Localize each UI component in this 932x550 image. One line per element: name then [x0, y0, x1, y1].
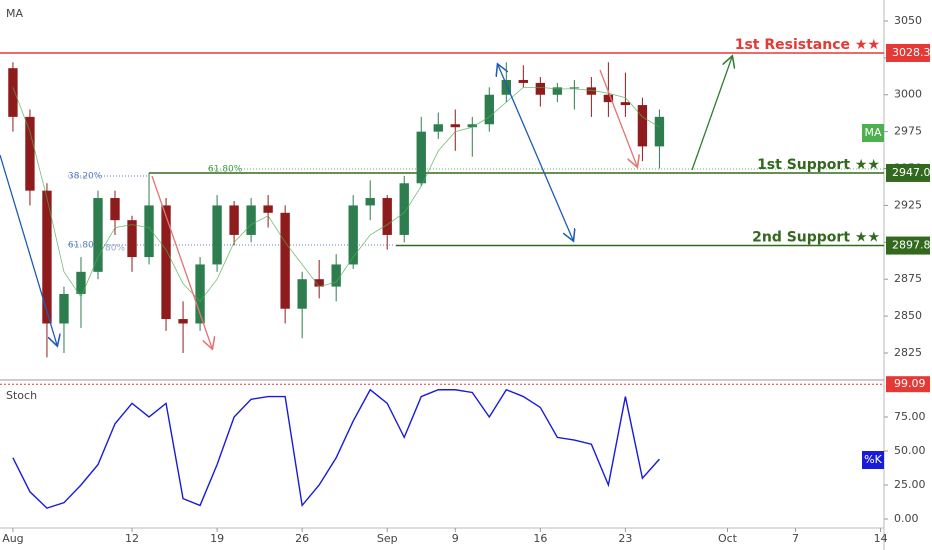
candle-body: [518, 79, 529, 83]
candle-body: [280, 212, 290, 309]
candle-body: [348, 205, 358, 265]
stoch-level-label: 99.09: [894, 377, 926, 390]
candle-body: [586, 87, 597, 95]
arrow: [599, 69, 637, 166]
y-tick-label: 3050: [894, 14, 922, 27]
stoch-tick-label: 50.00: [894, 444, 926, 457]
candle-body: [42, 190, 52, 324]
candle-body: [212, 205, 222, 265]
level-badge: [886, 163, 930, 182]
candle-body: [246, 205, 256, 235]
fib-label: 80%: [105, 244, 125, 254]
candle-body: [535, 82, 546, 95]
candle-body: [637, 105, 648, 147]
fib-label: 61.80%: [208, 165, 243, 175]
arrow: [691, 57, 732, 171]
y-tick-label: 2925: [894, 198, 922, 211]
level-label: 2947.0: [892, 166, 931, 179]
level-name: 1st Resistance ★★: [735, 37, 880, 53]
candle-body: [382, 198, 392, 235]
candle-body: [263, 205, 273, 213]
y-tick-label: 3000: [894, 88, 922, 101]
y-tick-label: 2825: [894, 346, 922, 359]
fib-label: 61.80%: [68, 241, 103, 251]
ma-badge-label: MA: [864, 126, 881, 139]
y-tick-label: 2850: [894, 309, 922, 322]
candle-body: [654, 116, 665, 147]
x-tick-label: 23: [618, 532, 632, 545]
candle-body: [620, 102, 631, 106]
candle-body: [25, 116, 35, 191]
candle-body: [314, 279, 324, 287]
candle-body: [161, 205, 171, 320]
x-tick-label: 14: [874, 532, 888, 545]
arrow: [498, 65, 573, 240]
y-tick-label: 2875: [894, 272, 922, 285]
x-tick-label: 16: [533, 532, 547, 545]
stoch-tick-label: 0.00: [894, 512, 919, 525]
stoch-level-badge: [886, 376, 930, 393]
k-badge: [862, 451, 884, 469]
level-name: 2nd Support ★★: [752, 230, 880, 246]
arrow: [0, 154, 57, 345]
stoch-line: [12, 388, 660, 509]
arrow: [151, 175, 212, 348]
candle-body: [178, 319, 188, 324]
x-tick-label: 9: [452, 532, 459, 545]
x-tick-label: Aug: [2, 532, 23, 545]
candle-body: [484, 94, 494, 125]
stoch-tick-label: 25.00: [894, 478, 926, 491]
plot: Aug121926Sep91623Oct71428252850287529002…: [0, 14, 931, 545]
level-badge: [886, 236, 930, 255]
candle-body: [144, 205, 154, 258]
candle-body: [416, 131, 426, 184]
candle-body: [8, 68, 18, 117]
fib-label: 38.20%: [68, 172, 103, 182]
candle-body: [467, 124, 477, 128]
x-tick-label: 19: [210, 532, 224, 545]
candle-body: [229, 205, 239, 235]
candle-body: [59, 293, 69, 324]
candle-body: [195, 264, 205, 324]
candle-body: [603, 94, 614, 103]
candle-body: [365, 198, 375, 206]
level-label: 2897.8: [892, 239, 931, 252]
stoch-tick-label: 75.00: [894, 410, 926, 423]
candle-body: [110, 198, 120, 221]
level-badge: [886, 43, 930, 62]
y-tick-label: 2975: [894, 125, 922, 138]
candle-body: [450, 124, 460, 128]
k-badge-label: %K: [864, 453, 882, 466]
x-tick-label: 26: [295, 532, 309, 545]
x-tick-label: 7: [792, 532, 799, 545]
candle-body: [93, 198, 103, 272]
x-tick-label: 12: [125, 532, 139, 545]
candle-body: [569, 87, 580, 89]
candle-body: [433, 124, 443, 132]
level-label: 3028.3: [892, 46, 931, 59]
x-tick-label: Oct: [718, 532, 738, 545]
candle-body: [127, 220, 137, 258]
stoch-label: Stoch: [6, 389, 37, 402]
indicator-label: MA: [6, 7, 23, 20]
candle-body: [297, 279, 307, 309]
ma-badge: [862, 124, 884, 142]
candle-body: [76, 271, 86, 294]
candle-body: [399, 183, 409, 235]
level-name: 1st Support ★★: [757, 157, 880, 173]
x-tick-label: Sep: [377, 532, 398, 545]
candle-body: [331, 264, 341, 287]
